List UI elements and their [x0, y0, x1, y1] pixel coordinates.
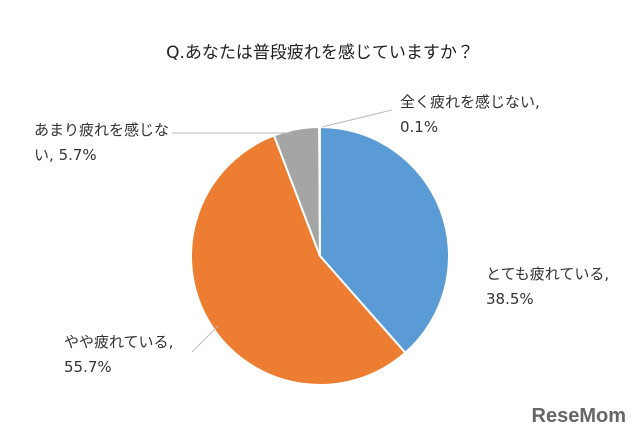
leader-line	[191, 325, 219, 353]
watermark: ReseMom	[531, 405, 626, 427]
slice-value: 55.7%	[64, 358, 112, 376]
data-label: とても疲れている 38.5%	[486, 262, 616, 312]
pie-slice	[190, 134, 407, 386]
slice-value: 0.1%	[400, 118, 439, 136]
leader-line	[321, 109, 393, 128]
pie-slice	[319, 125, 450, 355]
slice-name: あまり疲れを感じない	[34, 121, 169, 164]
slice-name: とても疲れている	[486, 265, 609, 283]
slice-name: やや疲れている	[64, 333, 173, 351]
chart-title: Q.あなたは普段疲れを感じていますか？	[166, 43, 474, 63]
slice-value: 5.7%	[58, 146, 97, 164]
slice-value: 38.5%	[486, 290, 534, 308]
data-label: あまり疲れを感じない5.7%	[34, 118, 174, 168]
data-label: やや疲れている 55.7%	[64, 330, 194, 380]
pie-slice	[318, 125, 321, 257]
data-label: 全く疲れを感じない 0.1%	[400, 90, 540, 140]
slice-name: 全く疲れを感じない	[400, 93, 540, 111]
